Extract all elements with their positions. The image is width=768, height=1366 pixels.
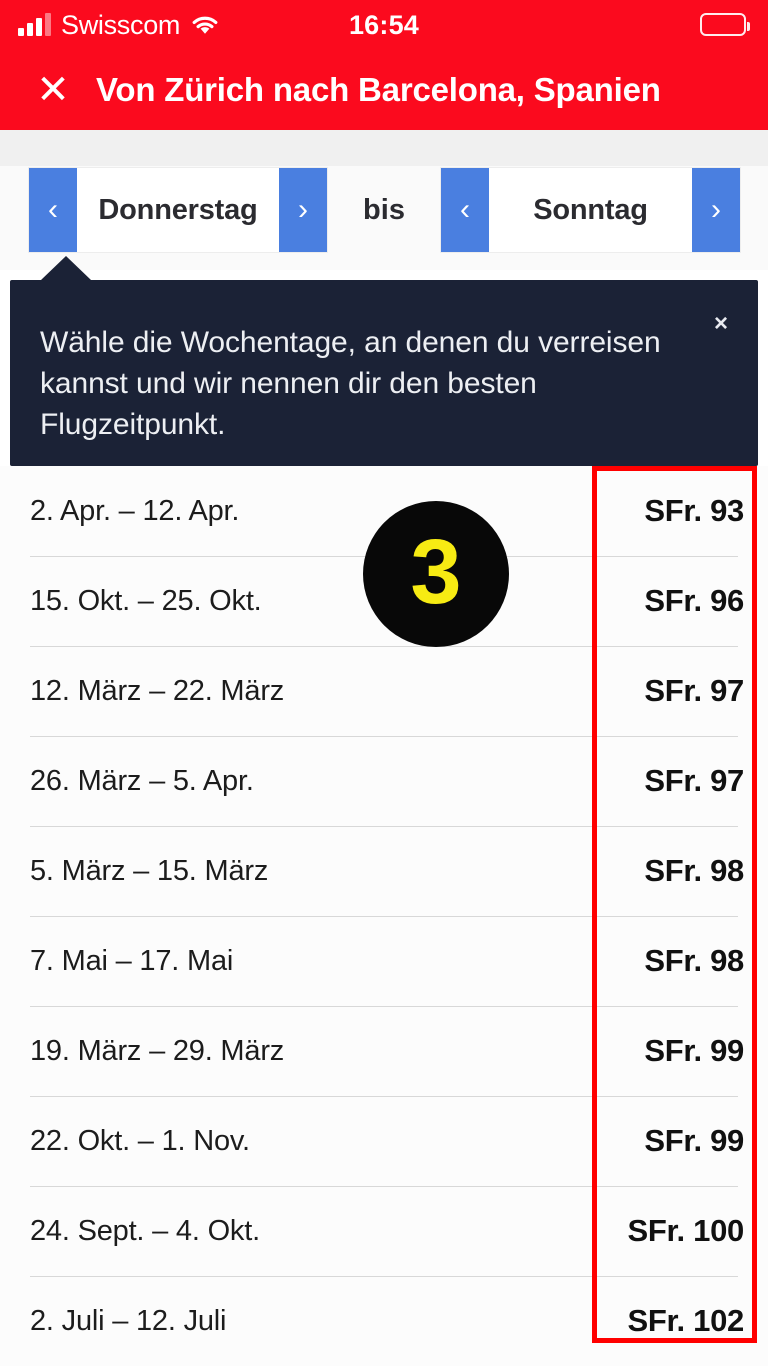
status-bar: Swisscom 16:54 bbox=[0, 0, 768, 50]
tooltip-arrow bbox=[41, 256, 91, 280]
carrier-label: Swisscom bbox=[61, 9, 181, 40]
row-price: SFr. 99 bbox=[644, 1123, 744, 1158]
page-title: Von Zürich nach Barcelona, Spanien bbox=[96, 71, 661, 108]
status-bar-left: Swisscom bbox=[18, 0, 220, 50]
result-row[interactable]: 5. März – 15. März SFr. 98 bbox=[0, 826, 768, 916]
wifi-icon bbox=[190, 14, 220, 36]
return-day-prev-button[interactable]: ‹ bbox=[441, 168, 489, 252]
row-price: SFr. 97 bbox=[644, 763, 744, 798]
row-date-range: 15. Okt. – 25. Okt. bbox=[30, 584, 262, 617]
status-bar-clock: 16:54 bbox=[348, 9, 420, 40]
row-date-range: 19. März – 29. März bbox=[30, 1034, 285, 1067]
tooltip-text: Wähle die Wochentage, an denen du verrei… bbox=[40, 326, 661, 441]
row-price: SFr. 98 bbox=[644, 943, 744, 978]
result-row[interactable]: 19. März – 29. März SFr. 99 bbox=[0, 1006, 768, 1096]
row-price: SFr. 102 bbox=[627, 1303, 744, 1338]
row-date-range: 12. März – 22. März bbox=[30, 674, 285, 707]
row-price: SFr. 99 bbox=[644, 1033, 744, 1068]
day-selector-topstrip bbox=[0, 130, 768, 166]
departure-day-prev-button[interactable]: ‹ bbox=[29, 168, 77, 252]
step-number-badge: 3 bbox=[363, 501, 509, 647]
step-number-label: 3 bbox=[410, 521, 462, 623]
return-day-next-button[interactable]: › bbox=[692, 168, 740, 252]
result-row[interactable]: 7. Mai – 17. Mai SFr. 98 bbox=[0, 916, 768, 1006]
row-date-range: 5. März – 15. März bbox=[30, 854, 269, 887]
row-date-range: 7. Mai – 17. Mai bbox=[30, 944, 234, 977]
tooltip-close-icon[interactable]: × bbox=[713, 310, 728, 337]
result-row[interactable]: 2. Apr. – 12. Apr. SFr. 93 bbox=[0, 466, 768, 556]
departure-day-stepper: ‹ Donnerstag › bbox=[29, 168, 327, 252]
row-date-range: 22. Okt. – 1. Nov. bbox=[30, 1124, 250, 1157]
row-price: SFr. 98 bbox=[644, 853, 744, 888]
return-day-value[interactable]: Sonntag bbox=[489, 168, 692, 252]
result-row[interactable]: 12. März – 22. März SFr. 97 bbox=[0, 646, 768, 736]
result-row[interactable]: 22. Okt. – 1. Nov. SFr. 99 bbox=[0, 1096, 768, 1186]
row-price: SFr. 97 bbox=[644, 673, 744, 708]
row-price: SFr. 93 bbox=[644, 493, 744, 528]
row-date-range: 2. Apr. – 12. Apr. bbox=[30, 494, 240, 527]
return-day-stepper: ‹ Sonntag › bbox=[441, 168, 740, 252]
departure-day-value[interactable]: Donnerstag bbox=[77, 168, 279, 252]
app-header: ✕ Von Zürich nach Barcelona, Spanien bbox=[0, 50, 768, 130]
day-selector: ‹ Donnerstag › bis ‹ Sonntag › bbox=[0, 166, 768, 270]
result-row[interactable]: 2. Juli – 12. Juli SFr. 102 bbox=[0, 1276, 768, 1366]
result-row[interactable]: 26. März – 5. Apr. SFr. 97 bbox=[0, 736, 768, 826]
row-date-range: 2. Juli – 12. Juli bbox=[30, 1304, 227, 1337]
battery-empty-icon bbox=[700, 13, 750, 36]
row-price: SFr. 96 bbox=[644, 583, 744, 618]
weekday-hint-tooltip: Wähle die Wochentage, an denen du verrei… bbox=[10, 256, 758, 466]
result-row[interactable]: 24. Sept. – 4. Okt. SFr. 100 bbox=[0, 1186, 768, 1276]
range-separator-label: bis bbox=[363, 193, 405, 226]
signal-bars-icon bbox=[18, 13, 51, 36]
row-date-range: 26. März – 5. Apr. bbox=[30, 764, 254, 797]
departure-day-next-button[interactable]: › bbox=[279, 168, 327, 252]
close-icon[interactable]: ✕ bbox=[36, 68, 70, 112]
row-date-range: 24. Sept. – 4. Okt. bbox=[30, 1214, 260, 1247]
row-price: SFr. 100 bbox=[627, 1213, 744, 1248]
